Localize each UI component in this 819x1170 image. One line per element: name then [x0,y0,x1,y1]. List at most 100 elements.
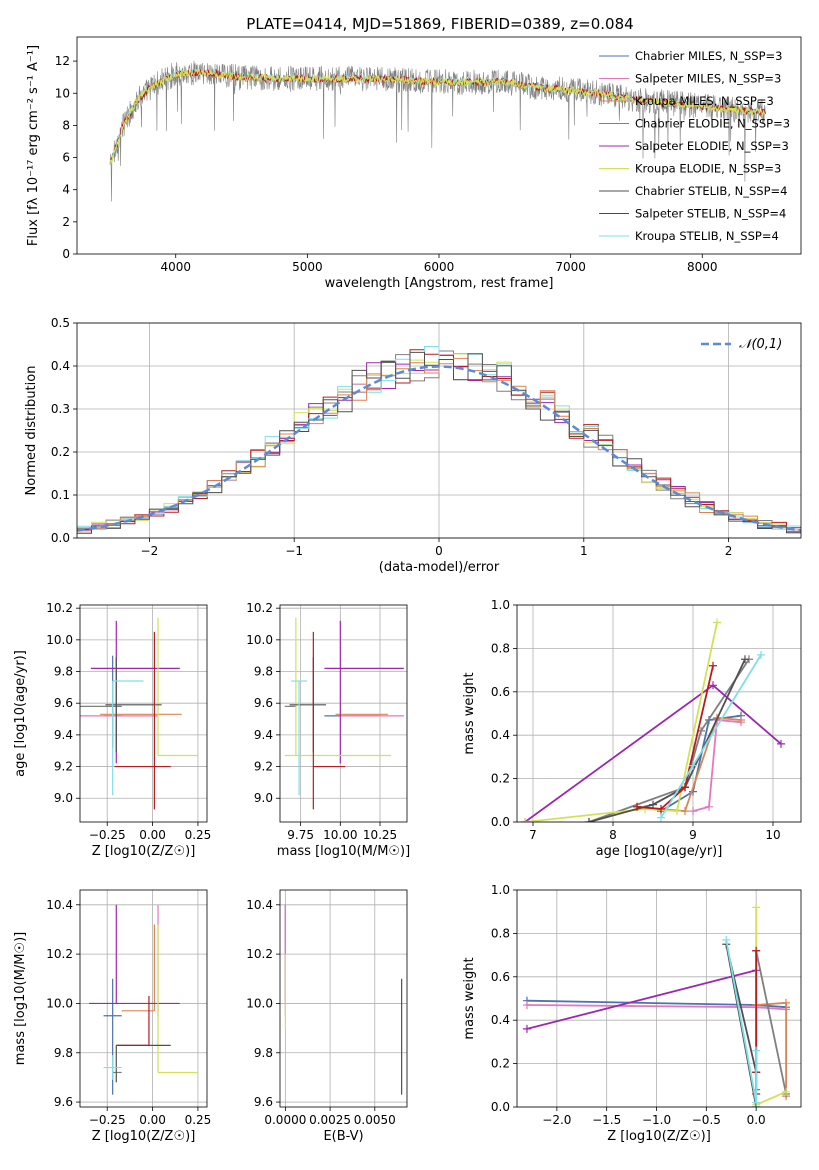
mass-weight-point-marker [585,818,593,822]
x-tick-label: 8 [609,828,617,842]
x-tick-label: −1.5 [592,1113,621,1127]
x-tick-label: 8000 [687,260,718,274]
mass-weight-point-marker [722,935,731,944]
y-axis-label: mass weight [462,672,477,754]
mass-weight-point-marker [657,813,665,822]
mass-weight-point-marker [705,802,713,811]
x-tick-label: 2 [725,544,733,558]
x-tick-label: 0.0 [747,1113,766,1127]
mass-weight-point-marker [709,661,717,670]
y-tick-label: 9.2 [254,760,273,774]
y-tick-label: 0.6 [491,970,510,984]
y-tick-label: 12 [55,54,70,68]
x-axis-label: Z [log10(Z/Z☉)] [607,1129,711,1144]
mass-weight-point-marker [752,903,761,912]
x-tick-label: 4000 [160,260,191,274]
y-tick-label: 2 [62,215,70,229]
mass-weight-point-marker [741,655,749,664]
mass-weight-point-marker [737,716,745,725]
x-tick-label: 5000 [292,260,323,274]
x-axis-label: wavelength [Angstrom, rest frame] [325,276,554,291]
y-tick-label: 0.0 [51,531,70,545]
y-tick-label: 10.0 [246,633,273,647]
y-tick-label: 0.4 [491,728,510,742]
mass-vs-ebv-plot-area [284,904,403,1095]
y-tick-label: 9.8 [54,665,73,679]
y-tick-label: 9.6 [254,696,273,710]
normal-reference-curve [77,365,801,532]
mass-weight-point-marker [633,802,641,811]
legend-label: Salpeter ELODIE, N_SSP=3 [635,139,789,153]
y-tick-label: 4 [62,183,70,197]
legend-label: Salpeter STELIB, N_SSP=4 [635,207,786,221]
y-tick-label: 10.2 [46,601,73,615]
residual-histogram-panel: −2 −1 0 1 2 0.0 0.1 0.2 0.3 0.4 0.5 (data-model)/er… [24,316,802,575]
y-tick-label: 10.2 [246,947,273,961]
mass-weight-point-marker [681,807,689,816]
y-tick-label: 10.4 [246,898,273,912]
y-tick-label: 10 [55,86,70,100]
legend-label: Chabrier STELIB, N_SSP=4 [635,184,787,198]
y-axis-label: mass weight [462,957,477,1039]
y-tick-label: 9.4 [254,728,273,742]
mass-weight-point-marker [522,1001,531,1010]
x-tick-label: 10.00 [323,828,357,842]
x-tick-label: −0.5 [692,1113,721,1127]
x-axis-label: Z [log10(Z/Z☉)] [92,844,196,859]
mass-vs-z-plot-area [89,904,198,1095]
y-tick-label: 0.0 [491,815,510,829]
mass-weight-point-marker [713,618,721,627]
x-tick-label: 0.25 [185,1113,212,1127]
mass-weight-point-marker [657,804,665,813]
y-tick-label: 6 [62,151,70,165]
x-tick-label: −1 [285,544,303,558]
mass-weight-point-marker [782,1087,791,1096]
mass-weight-point-marker [521,818,529,822]
y-tick-label: 9.0 [254,791,273,805]
mass-weight-point-marker [709,681,717,690]
x-tick-label: 10 [765,828,780,842]
x-axis-label: (data-model)/error [379,560,500,575]
legend-label: Kroupa ELODIE, N_SSP=3 [635,162,781,176]
x-tick-label: −2.0 [542,1113,571,1127]
mass-vs-ebv-panel: 0.0000 0.0025 0.0050 9.6 9.8 10.0 10.2 10.4 E(B-… [246,889,408,1144]
x-tick-label: 9 [689,828,697,842]
figure-title: PLATE=0414, MJD=51869, FIBERID=0389, z=0… [246,15,633,33]
y-tick-label: 0.2 [491,772,510,786]
x-tick-label: 10.25 [363,828,397,842]
y-tick-label: 9.4 [54,728,73,742]
x-tick-label: 7000 [555,260,586,274]
y-tick-label: 1.0 [491,883,510,897]
histogram-step-line [77,357,801,534]
mass-weight-series-line [526,969,757,1030]
y-tick-label: 9.6 [54,696,73,710]
x-tick-label: −1.0 [642,1113,671,1127]
mass-weight-point-marker [689,761,697,770]
x-axis-label: Z [log10(Z/Z☉)] [92,1129,196,1144]
y-tick-label: 10.2 [46,947,73,961]
mass-weight-series-line [692,719,742,812]
x-tick-label: 9.75 [287,828,314,842]
y-tick-label: 0.4 [491,1013,510,1027]
age-vs-z-frame [79,604,208,823]
legend-label: Chabrier MILES, N_SSP=3 [635,49,782,63]
x-tick-label: 1 [580,544,588,558]
mass-weight-vs-z-plot-area [522,903,791,1107]
y-tick-label: 9.0 [54,791,73,805]
x-axis-label: E(B-V) [323,1129,363,1144]
y-tick-label: 0.5 [51,316,70,330]
age-vs-mass-frame [279,604,408,823]
legend-label: 𝒩(0,1) [739,337,782,352]
x-axis-label: age [log10(age/yr)] [596,844,723,859]
x-tick-label: 7 [529,828,537,842]
legend-label: Kroupa MILES, N_SSP=3 [635,94,774,108]
y-tick-label: 1.0 [491,598,510,612]
y-tick-label: 9.8 [254,665,273,679]
y-tick-label: 10.0 [246,996,273,1010]
y-tick-label: 9.6 [254,1095,273,1109]
mass-weight-vs-age-plot-area [521,618,785,822]
y-tick-label: 0.2 [491,1057,510,1071]
x-tick-label: −0.25 [89,1113,126,1127]
age-vs-mass-plot-area [284,617,404,810]
